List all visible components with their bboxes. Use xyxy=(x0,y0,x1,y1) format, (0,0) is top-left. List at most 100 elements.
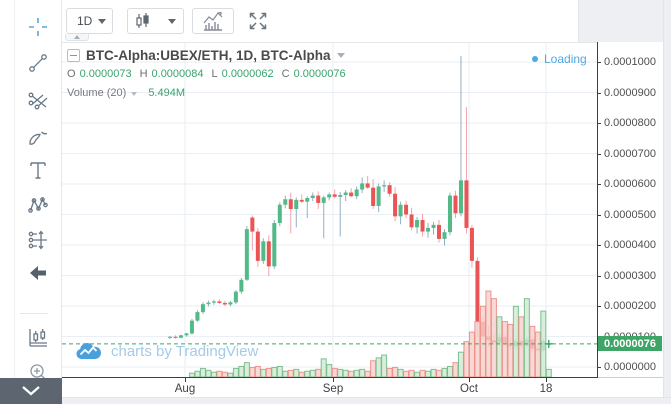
candle-body xyxy=(228,302,233,305)
y-axis-label: 0.0000300 xyxy=(604,269,656,282)
y-axis-tick xyxy=(597,214,601,216)
x-axis-label: 18 xyxy=(539,383,553,395)
volume-bar xyxy=(326,364,333,378)
candle-body xyxy=(458,180,463,214)
x-axis-tick xyxy=(185,378,186,382)
time-axis-border-light xyxy=(598,377,663,378)
volume-bar xyxy=(496,316,503,378)
arrow-left-icon[interactable] xyxy=(24,259,52,287)
y-axis-tick xyxy=(597,306,601,307)
crosshair-icon[interactable] xyxy=(24,13,52,41)
close-value: 0.0000076 xyxy=(293,68,346,80)
collapse-panel-button[interactable] xyxy=(0,378,62,404)
volume-label: Volume (20) xyxy=(67,87,127,99)
volume-bar xyxy=(370,360,377,378)
sidebar-section-divider xyxy=(20,313,48,314)
volume-bar xyxy=(446,365,453,378)
chevron-up-icon xyxy=(74,35,80,39)
interval-selector[interactable]: 1D xyxy=(66,8,113,34)
y-axis-tick xyxy=(597,123,601,124)
x-axis-label: Sep xyxy=(322,383,344,395)
trend-line-icon[interactable] xyxy=(24,49,52,77)
candle-body xyxy=(387,185,392,194)
y-axis-label: 0.0000900 xyxy=(604,86,656,99)
y-axis-tick xyxy=(597,184,601,185)
symbol-menu-chevron-icon[interactable] xyxy=(336,53,345,58)
y-axis-label: 0.0000600 xyxy=(604,178,656,190)
legend-collapse-button[interactable] xyxy=(67,49,80,62)
candle-body xyxy=(310,195,315,199)
volume-bar xyxy=(490,298,497,378)
gann-fibonacci-icon[interactable] xyxy=(24,86,52,114)
y-axis-label: 0.0000500 xyxy=(604,208,656,221)
volume-bar xyxy=(243,362,250,378)
fullscreen-button[interactable] xyxy=(243,10,273,32)
candle-body xyxy=(469,227,474,261)
candle-body xyxy=(217,301,222,303)
volume-bar xyxy=(512,305,519,378)
price-axis[interactable]: 0.0001000 0.0000900 0.0000800 0.0000700 0.00… xyxy=(597,42,663,378)
brush-icon[interactable] xyxy=(24,123,52,151)
y-axis-tick xyxy=(597,62,601,63)
loading-label: Loading xyxy=(544,52,587,66)
text-tool-icon[interactable] xyxy=(24,156,52,184)
price-chart-svg[interactable] xyxy=(62,42,598,378)
xabcd-pattern-icon[interactable] xyxy=(24,191,52,219)
volume-bar xyxy=(457,351,464,378)
current-price-tag: 0.0000076 xyxy=(598,336,662,351)
candle-body xyxy=(277,204,282,224)
volume-bar xyxy=(545,368,552,378)
y-axis-label: 0.0000200 xyxy=(604,300,656,312)
chart-style-selector[interactable] xyxy=(127,8,184,34)
candle-body xyxy=(437,224,442,239)
time-axis[interactable]: Aug Sep Oct 18 xyxy=(62,378,598,397)
drawing-toolbar xyxy=(0,0,62,404)
indicators-button[interactable] xyxy=(192,8,234,34)
high-label: H xyxy=(139,68,148,80)
interval-label: 1D xyxy=(77,14,93,28)
volume-bar xyxy=(474,321,481,378)
y-axis-tick xyxy=(597,367,601,368)
volume-bar xyxy=(359,368,366,378)
candle-body xyxy=(299,199,304,202)
volume-bar xyxy=(205,369,212,378)
x-axis-label: Aug xyxy=(174,383,196,395)
candle-body xyxy=(431,224,436,228)
volume-bar xyxy=(199,367,206,378)
volume-bar xyxy=(375,357,382,378)
toolbar-collapse-tab[interactable] xyxy=(65,34,89,41)
candle-body xyxy=(294,199,299,210)
bottom-margin xyxy=(0,397,671,404)
y-axis-label: 0.0000400 xyxy=(604,239,656,251)
price-axis-border xyxy=(597,42,598,378)
candle-body xyxy=(475,260,480,322)
candle-body xyxy=(349,192,354,197)
y-axis-label: 0.0000700 xyxy=(604,147,656,160)
top-right-background xyxy=(578,0,671,42)
volume-bar xyxy=(534,331,541,378)
close-label: C xyxy=(281,68,290,80)
volume-bar xyxy=(331,367,338,378)
candle-body xyxy=(360,183,365,190)
low-label: L xyxy=(211,68,218,80)
candle-body xyxy=(398,204,403,217)
volume-bar xyxy=(392,366,399,378)
volume-bar xyxy=(320,358,327,378)
candle-body xyxy=(305,198,310,202)
candle-body xyxy=(321,197,326,203)
volume-bar xyxy=(430,368,437,378)
bar-chart-icon[interactable] xyxy=(24,324,52,352)
candlestick-style-icon xyxy=(136,13,149,28)
volume-bar xyxy=(529,325,536,378)
volume-bar xyxy=(419,369,426,378)
volume-bar xyxy=(485,290,492,378)
sidebar-divider-line xyxy=(14,0,15,404)
candle-body xyxy=(376,186,381,206)
volume-menu-chevron-icon[interactable] xyxy=(131,91,138,96)
candle-body xyxy=(283,199,288,205)
forecast-tool-icon[interactable] xyxy=(24,226,52,254)
symbol-title: BTC-Alpha:UBEX/ETH, 1D, BTC-Alpha xyxy=(86,48,331,63)
volume-bar xyxy=(232,367,239,378)
candle-body xyxy=(261,241,266,261)
candle-body xyxy=(453,195,458,214)
